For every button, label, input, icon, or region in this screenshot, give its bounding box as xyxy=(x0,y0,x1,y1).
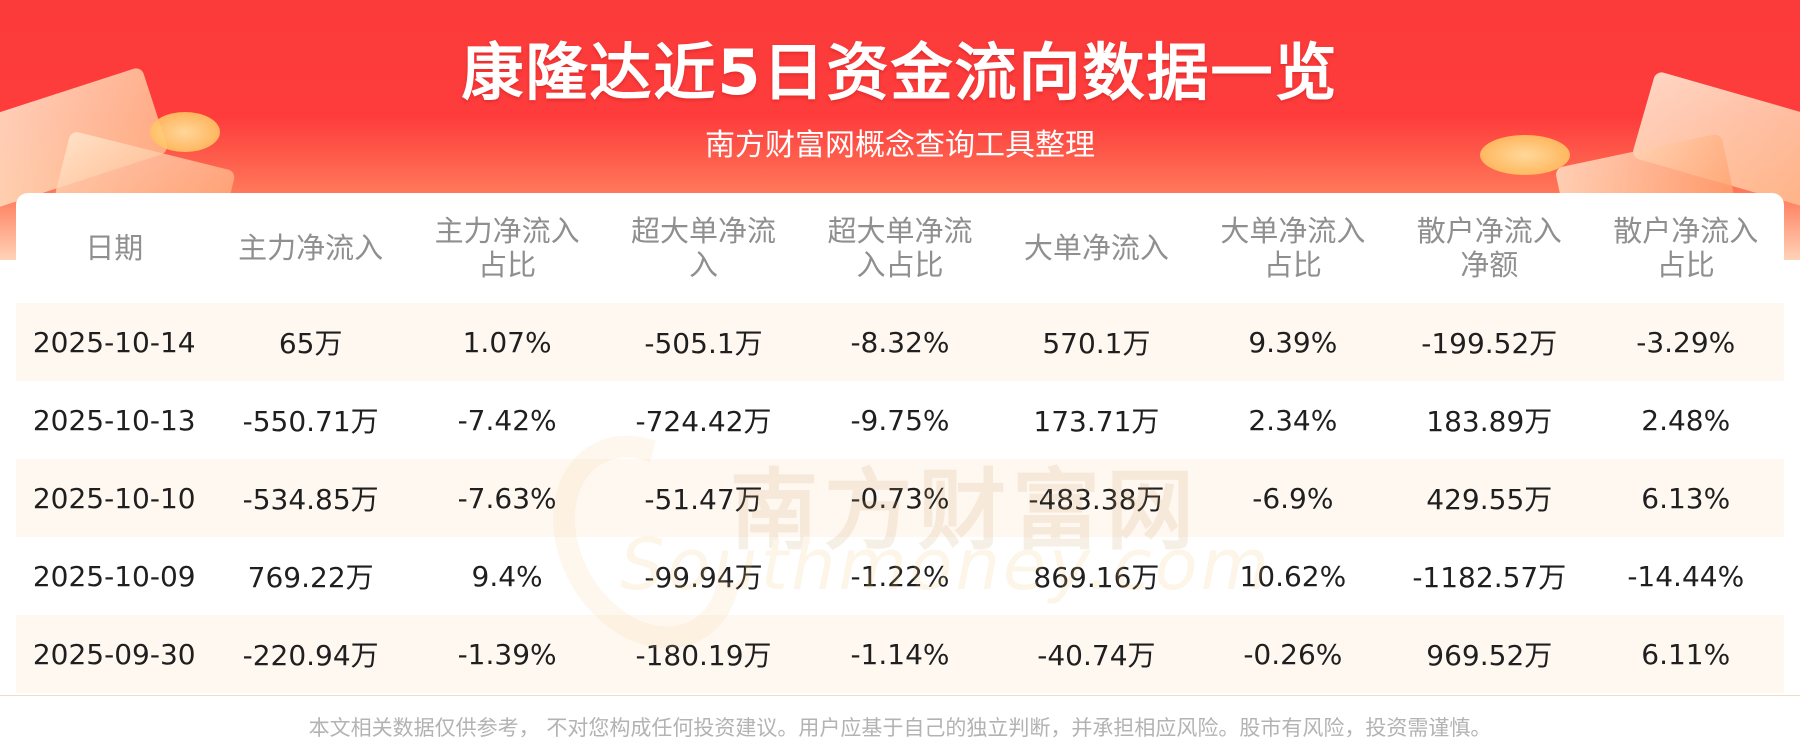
footer-divider xyxy=(0,695,1800,696)
column-header: 大单净流入 占比 xyxy=(1195,193,1391,303)
page-title: 康隆达近5日资金流向数据一览 xyxy=(461,36,1339,109)
date-cell: 2025-10-10 xyxy=(16,459,213,537)
table-body: 2025-10-14 65万 1.07% -505.1万 -8.32% 570.1万 9.3… xyxy=(16,303,1784,693)
column-header: 大单净流入 xyxy=(998,193,1194,303)
date-cell: 2025-10-13 xyxy=(32,403,196,437)
value-cell: -534.85万 xyxy=(212,459,409,537)
value-cell: -483.38万 xyxy=(998,459,1195,537)
value-cell: -199.52万 xyxy=(1391,303,1588,381)
column-header: 日期 xyxy=(16,193,212,303)
value-cell: 173.71万 xyxy=(1033,405,1160,438)
footer-disclaimer: 本文相关数据仅供参考， 不对您构成任何投资建议。用户应基于自己的独立判断，并承担… xyxy=(308,716,1492,740)
table-row: 2025-10-14 65万 1.07% -505.1万 -8.32% 570.1万 9.3… xyxy=(16,303,1784,381)
fund-flow-table: 日期 主力净流入 主力净流入 占比 超大单净流入超大单净流 入占比 大单净流入 大单净流入 占比… xyxy=(16,193,1784,693)
decoration-coin-icon xyxy=(150,112,220,152)
table-row: 2025-09-30 -220.94万 -1.39% -180.19万 -1.14% -4… xyxy=(16,615,1784,693)
decoration-coin-icon xyxy=(1480,135,1570,175)
column-header-label: 散户净流入 xyxy=(1613,214,1759,248)
column-header-label: 占比 xyxy=(478,248,537,282)
value-cell: -550.71万 xyxy=(242,405,379,438)
value-cell: -1182.57万 xyxy=(1412,561,1567,594)
column-header: 超大单净流 入占比 xyxy=(802,193,998,303)
value-cell: -0.73% xyxy=(801,459,999,537)
column-header-label: 散户净流入 xyxy=(1416,214,1562,248)
column-header-label: 占比 xyxy=(1263,248,1322,282)
value-cell: 6.13% xyxy=(1587,459,1784,537)
value-cell: 2.34% xyxy=(1248,403,1338,437)
value-cell: -0.26% xyxy=(1194,615,1392,693)
date-cell: 2025-10-09 xyxy=(32,559,196,593)
date-cell: 2025-09-30 xyxy=(16,615,213,693)
value-cell: 9.39% xyxy=(1194,303,1392,381)
value-cell: -8.32% xyxy=(801,303,999,381)
column-header: 散户净流入 占比 xyxy=(1588,193,1785,303)
value-cell: -9.75% xyxy=(850,403,950,437)
value-cell: -505.1万 xyxy=(605,303,802,381)
column-header: 主力净流入 占比 xyxy=(409,193,605,303)
value-cell: 2.48% xyxy=(1641,403,1731,437)
column-header: 散户净流入 净额 xyxy=(1391,193,1587,303)
value-cell: -7.63% xyxy=(408,459,606,537)
value-cell: 9.4% xyxy=(471,559,543,593)
page-subtitle: 南方财富网概念查询工具整理 xyxy=(705,128,1095,163)
value-cell: 969.52万 xyxy=(1391,615,1588,693)
value-cell: -724.42万 xyxy=(635,405,772,438)
value-cell: -51.47万 xyxy=(605,459,802,537)
column-header-label: 净额 xyxy=(1460,248,1519,282)
column-header: 主力净流入 xyxy=(212,193,408,303)
value-cell: 1.07% xyxy=(408,303,606,381)
value-cell: -1.14% xyxy=(801,615,999,693)
table-row: 2025-10-13 -550.71万 -7.42% -724.42万 -9.75% 17… xyxy=(16,381,1784,459)
table-row: 2025-10-09 769.22万 9.4% -99.94万 -1.22% 869.16… xyxy=(16,537,1784,615)
value-cell: 10.62% xyxy=(1239,559,1347,593)
value-cell: -14.44% xyxy=(1627,559,1745,593)
column-header-label: 主力净流入 xyxy=(238,231,384,265)
column-header-label: 入占比 xyxy=(856,248,944,282)
value-cell: -1.39% xyxy=(408,615,606,693)
value-cell: -3.29% xyxy=(1587,303,1784,381)
value-cell: 183.89万 xyxy=(1426,405,1553,438)
value-cell: -40.74万 xyxy=(998,615,1195,693)
value-cell: 65万 xyxy=(212,303,409,381)
date-cell: 2025-10-14 xyxy=(16,303,213,381)
column-header-label: 大单净流入 xyxy=(1220,214,1366,248)
column-header-label: 超大单净流 xyxy=(631,214,777,248)
value-cell: 570.1万 xyxy=(998,303,1195,381)
column-header-label: 超大单净流 xyxy=(827,214,973,248)
column-header: 超大单净流入 xyxy=(605,193,801,303)
value-cell: 429.55万 xyxy=(1391,459,1588,537)
value-cell: -220.94万 xyxy=(212,615,409,693)
value-cell: -180.19万 xyxy=(605,615,802,693)
column-header-label: 占比 xyxy=(1656,248,1715,282)
table-header-row: 日期 主力净流入 主力净流入 占比 超大单净流入超大单净流 入占比 大单净流入 大单净流入 占比… xyxy=(16,193,1784,303)
column-header-label: 入 xyxy=(689,248,719,282)
table-card xyxy=(16,193,1784,693)
value-cell: 869.16万 xyxy=(1033,561,1160,594)
value-cell: -7.42% xyxy=(457,403,557,437)
value-cell: -1.22% xyxy=(850,559,950,593)
value-cell: 769.22万 xyxy=(247,561,374,594)
value-cell: -99.94万 xyxy=(644,561,763,594)
table-row: 2025-10-10 -534.85万 -7.63% -51.47万 -0.73% -48… xyxy=(16,459,1784,537)
column-header-label: 主力净流入 xyxy=(434,214,580,248)
value-cell: -6.9% xyxy=(1194,459,1392,537)
column-header-label: 日期 xyxy=(85,231,144,265)
value-cell: 6.11% xyxy=(1587,615,1784,693)
column-header-label: 大单净流入 xyxy=(1023,231,1169,265)
